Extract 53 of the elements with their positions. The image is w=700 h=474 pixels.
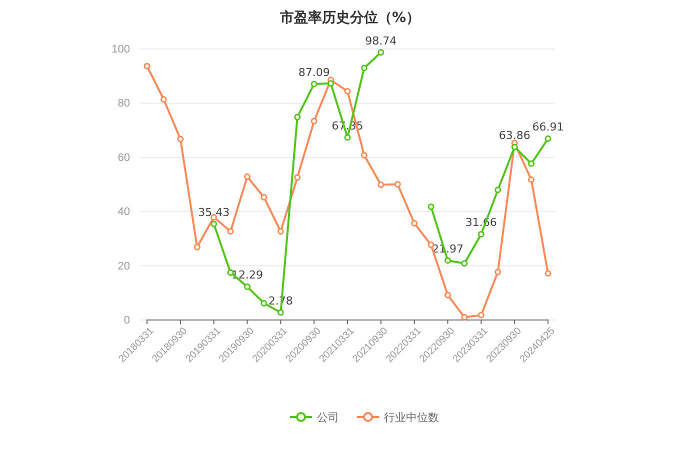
point xyxy=(544,270,552,277)
point xyxy=(177,136,184,142)
y-tick-label: 80 xyxy=(118,98,130,110)
point xyxy=(160,96,167,103)
point xyxy=(461,260,468,267)
point xyxy=(328,80,334,87)
point xyxy=(444,292,451,298)
point xyxy=(294,114,301,120)
point xyxy=(394,180,401,188)
data-label: 63.86 xyxy=(498,128,530,142)
point xyxy=(344,88,351,95)
data-label: 35.43 xyxy=(198,206,230,219)
point xyxy=(528,176,535,183)
point xyxy=(378,49,384,56)
point xyxy=(378,182,384,188)
data-label: 87.09 xyxy=(298,66,330,79)
point xyxy=(294,174,301,181)
data-label: 98.74 xyxy=(365,34,397,48)
point xyxy=(277,228,284,235)
data-label: 66.91 xyxy=(532,120,564,134)
point xyxy=(444,257,451,264)
point xyxy=(411,220,418,227)
y-tick-label: 60 xyxy=(118,152,130,164)
y-tick-label: 100 xyxy=(112,44,130,56)
point xyxy=(511,144,518,150)
point xyxy=(277,309,284,316)
point xyxy=(478,230,484,238)
point xyxy=(461,314,468,321)
chart-title: 市盈率历史分位（%） xyxy=(278,9,420,26)
point xyxy=(194,244,200,250)
point xyxy=(428,203,434,210)
point xyxy=(227,228,234,235)
point xyxy=(244,173,250,180)
point xyxy=(478,312,484,318)
point xyxy=(260,300,268,306)
point xyxy=(544,135,552,142)
point xyxy=(494,268,502,276)
point xyxy=(144,62,150,70)
point xyxy=(360,152,368,158)
y-tick-label: 20 xyxy=(118,260,130,272)
point xyxy=(494,186,502,194)
point xyxy=(528,160,535,167)
point xyxy=(344,134,351,141)
point xyxy=(210,220,218,228)
point xyxy=(310,80,318,88)
point xyxy=(244,283,250,290)
legend-label: 行业中位数 xyxy=(384,411,439,424)
point xyxy=(260,194,268,200)
point xyxy=(310,118,318,124)
y-tick-label: 0 xyxy=(124,314,130,327)
legend-label: 公司 xyxy=(317,411,339,424)
y-tick-label: 40 xyxy=(118,206,130,218)
point xyxy=(360,64,368,72)
